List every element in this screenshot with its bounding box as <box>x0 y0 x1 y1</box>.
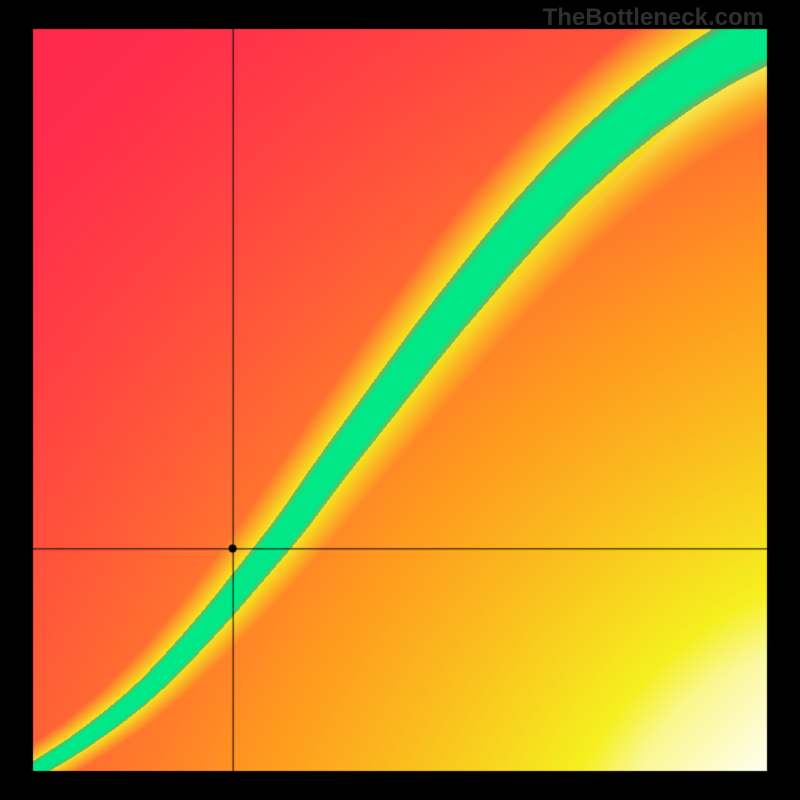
bottleneck-heatmap <box>0 0 800 800</box>
watermark-text: TheBottleneck.com <box>543 4 764 32</box>
chart-container: TheBottleneck.com <box>0 0 800 800</box>
